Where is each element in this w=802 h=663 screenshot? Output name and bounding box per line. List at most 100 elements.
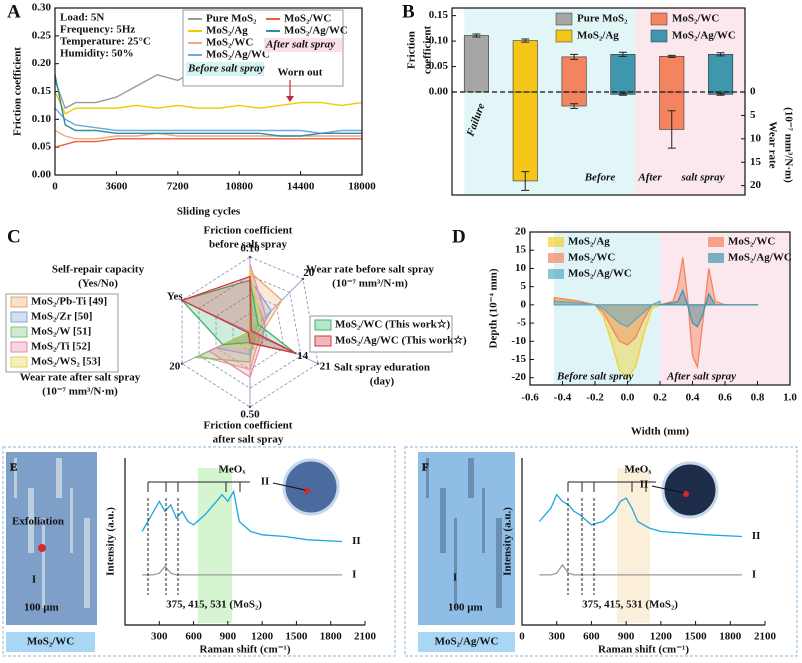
legend-swatch: [548, 237, 564, 247]
x-axis-title: Raman shift (cm⁻¹): [598, 644, 689, 656]
x-tick-label: 900: [618, 631, 635, 643]
x-tick-label: -0.6: [521, 392, 539, 404]
y-axis-title: Friction: [406, 31, 418, 69]
image-label: Exfoliation: [12, 516, 64, 528]
y-axis-title: Depth (10⁻⁴ mm): [488, 268, 500, 348]
micrograph-streak: [14, 458, 17, 498]
legend-label: MoS₂/Ag/WC: [672, 30, 736, 42]
y-axis-title: Friction coefficient: [12, 47, 24, 136]
radar-tick: [180, 362, 184, 365]
x-tick-label: 10800: [225, 181, 253, 193]
radar-axis-label: (Yes/No): [78, 278, 118, 290]
micrograph-streak: [84, 518, 90, 608]
micrograph-streak: [56, 458, 62, 498]
plot-frame: [529, 231, 791, 386]
sample-label: MoS₂/WC: [27, 636, 74, 648]
image-label: I: [453, 572, 457, 584]
series-line: [54, 107, 362, 135]
x-tick-label: 1800: [320, 631, 343, 643]
image-label: 100 μm: [24, 602, 59, 614]
series-label: II: [752, 530, 761, 542]
micrograph-streak: [454, 518, 457, 608]
y-axis-title: coefficient: [422, 26, 434, 75]
y-tick-label: 10: [515, 262, 527, 274]
axes: [124, 458, 365, 626]
x-tick-label: 0.0: [621, 392, 635, 404]
legend-box: [309, 315, 453, 353]
y-tick-label: -15: [511, 353, 526, 365]
radar-tick-label: Yes: [167, 290, 184, 302]
series-line: [54, 138, 362, 148]
legend-label: MoS₂/Ag: [577, 30, 619, 42]
micrograph: [6, 452, 97, 625]
legend-label: MoS₂/Ti [52]: [31, 341, 91, 353]
error-bar: [667, 110, 676, 149]
error-bar: [570, 103, 579, 109]
legend-label: MoS₂/WC: [568, 252, 615, 264]
series-line: [54, 129, 362, 140]
error-bar: [521, 171, 530, 191]
peak-label: 375, 415, 531 (MoS₂): [582, 599, 678, 611]
bar: [463, 35, 489, 93]
radar-series: [180, 275, 296, 354]
x-tick-label: 0: [519, 631, 525, 643]
y-tick-label: 5: [521, 280, 527, 292]
panel-label: A: [7, 1, 21, 22]
radar-axis-label: Wear rate after salt spray: [20, 372, 141, 384]
micrograph-streak: [70, 488, 73, 553]
x-tick-label: -0.2: [586, 392, 604, 404]
y-tick-label: 0.10: [429, 35, 449, 47]
group-label: Before salt spray: [556, 371, 634, 383]
group-label: After salt spray: [265, 39, 335, 51]
legend-swatch: [548, 269, 564, 279]
x-axis-title: Width (mm): [631, 426, 689, 438]
legend-swatch: [10, 356, 28, 368]
micrograph-streak: [482, 488, 485, 553]
y-axis-title: Intensity (a.u.): [502, 507, 514, 576]
error-bar: [716, 52, 725, 57]
y-tick-label: 0.00: [32, 169, 52, 181]
radar-axis-label: (10⁻⁷ mm³/N·m): [332, 278, 408, 290]
peak-bracket: [147, 481, 250, 492]
note: Humidity: 50%: [60, 48, 134, 60]
legend-label: MoS₂/Zr [50]: [31, 311, 92, 323]
series-label: I: [752, 568, 756, 580]
group-label: After salt spray: [666, 371, 736, 383]
y2-axis-title: Wear rate: [766, 121, 778, 168]
inset-label: II: [640, 479, 649, 491]
radar-tick: [301, 277, 305, 281]
radar-axis-label: Self-repair capacity: [52, 264, 145, 276]
peak-bracket: [567, 481, 656, 492]
y-tick-label: -10: [511, 335, 526, 347]
radar-tick-label: 20: [303, 267, 315, 279]
radar-axis-label: (day): [370, 376, 395, 388]
y-tick-label: 0.30: [32, 2, 52, 14]
panel-box: [404, 446, 798, 657]
panel-box: [2, 446, 396, 657]
region-label: Before: [584, 172, 616, 184]
x-tick-label: 1500: [285, 631, 308, 643]
region-before: [464, 8, 636, 195]
legend-label: MoS₂/Pb-Ti [49]: [31, 296, 107, 308]
micrograph-streak: [468, 458, 474, 498]
x-tick-label: 0.6: [718, 392, 732, 404]
inset-label: II: [261, 476, 270, 488]
radar-axis: [249, 278, 304, 333]
region-label: salt spray: [680, 172, 724, 184]
legend-swatch: [708, 237, 724, 247]
y-tick-label: -20: [511, 371, 526, 383]
group-label-bg: [264, 38, 342, 52]
y-tick-label: 0.05: [32, 141, 52, 153]
bar: [659, 56, 685, 93]
radar-tick-label: 21: [320, 361, 331, 373]
inset-spot: [683, 491, 689, 497]
panel-label: D: [452, 226, 466, 247]
radar-axis-label: (10⁻⁷ mm³/N·m): [42, 386, 118, 398]
y-axis-title: Intensity (a.u.): [105, 507, 117, 576]
legend-swatch: [314, 319, 332, 331]
x-tick-label: 900: [220, 631, 237, 643]
y-tick-label: 0.15: [429, 9, 449, 21]
micrograph-streak: [440, 488, 446, 553]
y-tick-label: 0.05: [429, 60, 449, 72]
